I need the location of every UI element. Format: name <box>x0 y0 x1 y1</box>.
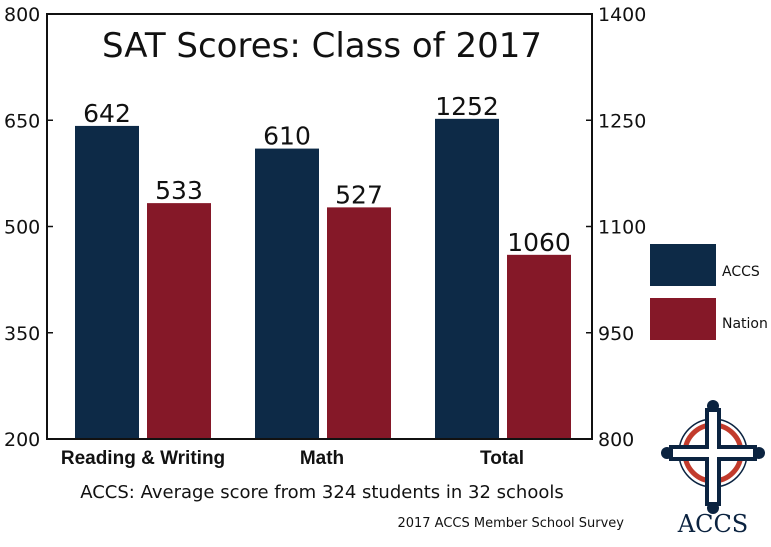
bar-nation-1 <box>327 207 391 439</box>
data-label-nation-0: 533 <box>155 176 203 205</box>
right-axis-tick-label: 950 <box>598 323 634 345</box>
legend: ACCS Nation <box>650 244 768 340</box>
right-axis: 1400 1250 1100 950 800 <box>586 4 646 451</box>
data-label-nation-1: 527 <box>335 180 383 209</box>
bar-accs-0 <box>75 125 139 440</box>
bar-accs-1 <box>255 148 319 440</box>
left-axis-tick-label: 350 <box>4 323 40 345</box>
data-label-accs-0: 642 <box>83 99 131 128</box>
category-label-math: Math <box>300 448 344 469</box>
data-label-nation-2: 1060 <box>507 228 571 257</box>
legend-label-nation: Nation <box>722 316 768 332</box>
celtic-cross-icon <box>661 400 765 514</box>
left-axis-tick-label: 200 <box>4 429 40 451</box>
left-axis-tick-label: 650 <box>4 110 40 132</box>
bar-nation-0 <box>147 203 211 439</box>
category-label-total: Total <box>480 448 524 469</box>
bar-accs-2 <box>435 118 499 439</box>
data-label-accs-2: 1252 <box>435 92 499 121</box>
legend-swatch-nation <box>650 298 716 340</box>
legend-label-accs: ACCS <box>722 264 760 280</box>
left-axis-tick-label: 800 <box>4 4 40 26</box>
right-axis-tick-label: 1100 <box>598 217 646 239</box>
legend-swatch-accs <box>650 244 716 286</box>
source-note: 2017 ACCS Member School Survey <box>397 516 624 531</box>
right-axis-tick-label: 800 <box>598 429 634 451</box>
right-axis-tick-label: 1250 <box>598 110 646 132</box>
logo-text: ACCS <box>677 510 749 538</box>
data-label-accs-1: 610 <box>263 122 311 151</box>
left-axis: 800 650 500 350 200 <box>4 4 53 451</box>
bar-nation-2 <box>507 254 571 439</box>
right-axis-tick-label: 1400 <box>598 4 646 26</box>
left-axis-tick-label: 500 <box>4 217 40 239</box>
category-label-reading-writing: Reading & Writing <box>61 448 225 469</box>
footnote: ACCS: Average score from 324 students in… <box>80 482 564 503</box>
chart-title: SAT Scores: Class of 2017 <box>102 26 542 66</box>
